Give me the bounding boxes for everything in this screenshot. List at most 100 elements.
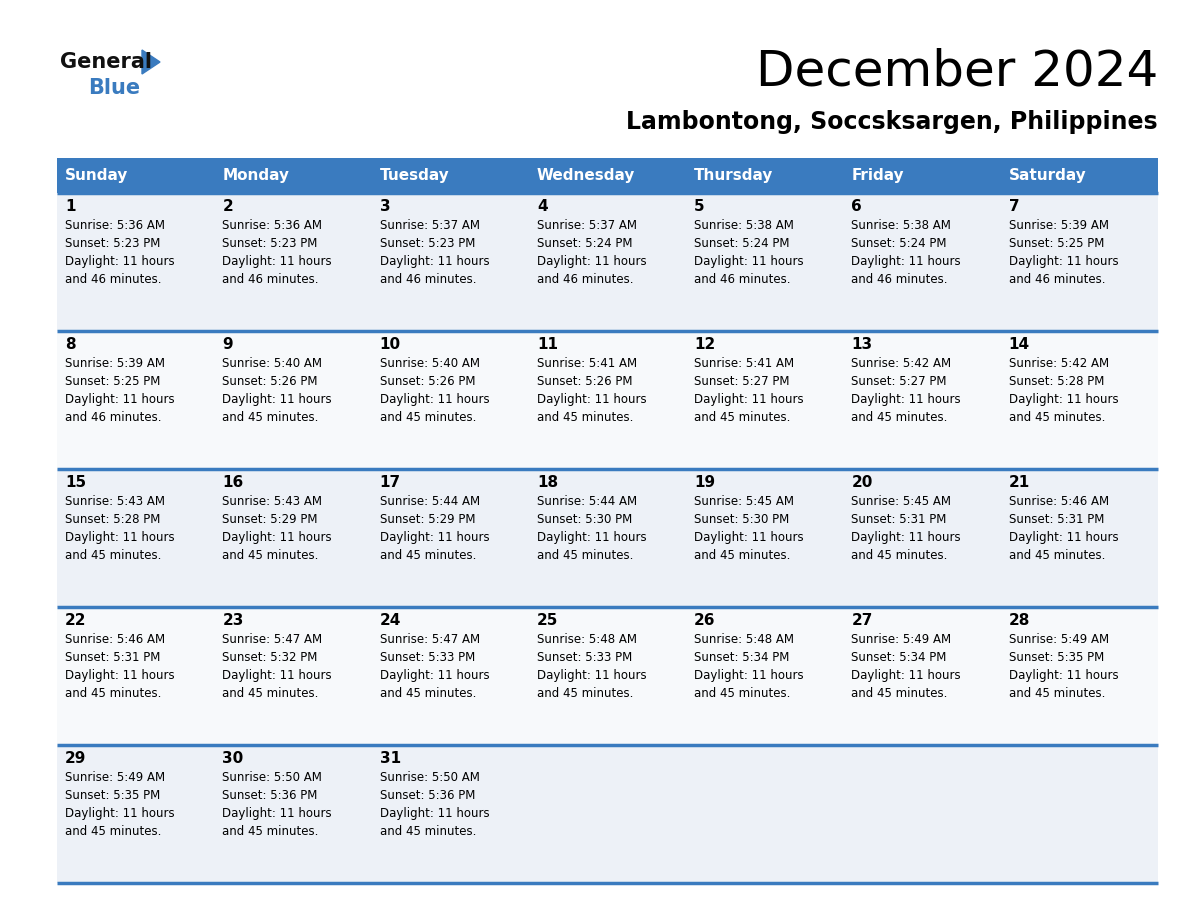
Text: 5: 5 (694, 199, 704, 214)
Text: December 2024: December 2024 (756, 48, 1158, 96)
Text: Daylight: 11 hours: Daylight: 11 hours (537, 669, 646, 682)
Text: and 45 minutes.: and 45 minutes. (852, 687, 948, 700)
Bar (687, 745, 843, 883)
Text: Daylight: 11 hours: Daylight: 11 hours (537, 531, 646, 544)
Bar (843, 469, 1000, 607)
Text: Daylight: 11 hours: Daylight: 11 hours (65, 669, 175, 682)
Text: and 45 minutes.: and 45 minutes. (222, 687, 318, 700)
Bar (1000, 607, 1158, 745)
Text: Sunrise: 5:42 AM: Sunrise: 5:42 AM (1009, 357, 1108, 370)
Text: and 45 minutes.: and 45 minutes. (537, 687, 633, 700)
Text: Daylight: 11 hours: Daylight: 11 hours (1009, 669, 1118, 682)
Text: 4: 4 (537, 199, 548, 214)
Text: and 45 minutes.: and 45 minutes. (852, 411, 948, 424)
Text: 17: 17 (380, 475, 400, 490)
Text: 6: 6 (852, 199, 862, 214)
Text: 7: 7 (1009, 199, 1019, 214)
Text: Daylight: 11 hours: Daylight: 11 hours (65, 531, 175, 544)
Bar (372, 331, 529, 469)
Text: 13: 13 (852, 337, 872, 352)
Text: Daylight: 11 hours: Daylight: 11 hours (694, 393, 804, 406)
Text: Sunset: 5:30 PM: Sunset: 5:30 PM (694, 513, 789, 526)
Text: Sunset: 5:27 PM: Sunset: 5:27 PM (852, 375, 947, 388)
Text: Sunset: 5:29 PM: Sunset: 5:29 PM (380, 513, 475, 526)
Text: General: General (61, 52, 152, 72)
Bar (57, 158, 214, 193)
Text: 28: 28 (1009, 613, 1030, 628)
Text: Sunrise: 5:43 AM: Sunrise: 5:43 AM (222, 495, 322, 508)
Text: Sunrise: 5:40 AM: Sunrise: 5:40 AM (380, 357, 480, 370)
Text: and 45 minutes.: and 45 minutes. (380, 411, 476, 424)
Text: Sunset: 5:26 PM: Sunset: 5:26 PM (222, 375, 317, 388)
Text: 11: 11 (537, 337, 558, 352)
Bar (529, 607, 687, 745)
Text: Daylight: 11 hours: Daylight: 11 hours (380, 669, 489, 682)
Bar (57, 469, 214, 607)
Bar (214, 331, 372, 469)
Text: Sunrise: 5:40 AM: Sunrise: 5:40 AM (222, 357, 322, 370)
Text: Daylight: 11 hours: Daylight: 11 hours (1009, 531, 1118, 544)
Text: Sunset: 5:35 PM: Sunset: 5:35 PM (1009, 651, 1104, 664)
Text: 9: 9 (222, 337, 233, 352)
Text: Daylight: 11 hours: Daylight: 11 hours (694, 531, 804, 544)
Text: Daylight: 11 hours: Daylight: 11 hours (380, 255, 489, 268)
Text: Sunrise: 5:48 AM: Sunrise: 5:48 AM (694, 633, 794, 646)
Text: 12: 12 (694, 337, 715, 352)
Text: 24: 24 (380, 613, 400, 628)
Text: Wednesday: Wednesday (537, 168, 636, 183)
Text: 14: 14 (1009, 337, 1030, 352)
Text: Sunset: 5:30 PM: Sunset: 5:30 PM (537, 513, 632, 526)
Bar (843, 745, 1000, 883)
Text: Sunset: 5:34 PM: Sunset: 5:34 PM (852, 651, 947, 664)
Bar (57, 331, 214, 469)
Text: 19: 19 (694, 475, 715, 490)
Text: Sunset: 5:24 PM: Sunset: 5:24 PM (694, 237, 790, 250)
Text: and 45 minutes.: and 45 minutes. (1009, 549, 1105, 562)
Text: Sunset: 5:23 PM: Sunset: 5:23 PM (65, 237, 160, 250)
Text: and 46 minutes.: and 46 minutes. (65, 411, 162, 424)
Bar (214, 607, 372, 745)
Text: and 46 minutes.: and 46 minutes. (537, 273, 633, 286)
Text: Sunrise: 5:44 AM: Sunrise: 5:44 AM (537, 495, 637, 508)
Text: Sunset: 5:36 PM: Sunset: 5:36 PM (380, 789, 475, 802)
Text: and 45 minutes.: and 45 minutes. (65, 549, 162, 562)
Bar (214, 193, 372, 331)
Text: Sunrise: 5:50 AM: Sunrise: 5:50 AM (380, 771, 480, 784)
Bar (372, 745, 529, 883)
Text: and 45 minutes.: and 45 minutes. (537, 411, 633, 424)
Text: Daylight: 11 hours: Daylight: 11 hours (1009, 393, 1118, 406)
Text: and 45 minutes.: and 45 minutes. (380, 825, 476, 838)
Text: Sunrise: 5:38 AM: Sunrise: 5:38 AM (852, 219, 952, 232)
Text: Monday: Monday (222, 168, 290, 183)
Bar (372, 158, 529, 193)
Bar (1000, 193, 1158, 331)
Bar (843, 331, 1000, 469)
Text: Sunset: 5:25 PM: Sunset: 5:25 PM (1009, 237, 1104, 250)
Text: Daylight: 11 hours: Daylight: 11 hours (222, 393, 331, 406)
Text: Sunrise: 5:44 AM: Sunrise: 5:44 AM (380, 495, 480, 508)
Bar (687, 331, 843, 469)
Text: Sunset: 5:33 PM: Sunset: 5:33 PM (537, 651, 632, 664)
Polygon shape (143, 50, 160, 74)
Text: Sunrise: 5:42 AM: Sunrise: 5:42 AM (852, 357, 952, 370)
Text: and 45 minutes.: and 45 minutes. (380, 687, 476, 700)
Bar (57, 745, 214, 883)
Text: 18: 18 (537, 475, 558, 490)
Text: Sunset: 5:36 PM: Sunset: 5:36 PM (222, 789, 317, 802)
Text: Sunset: 5:31 PM: Sunset: 5:31 PM (1009, 513, 1104, 526)
Text: and 45 minutes.: and 45 minutes. (694, 687, 790, 700)
Text: and 46 minutes.: and 46 minutes. (852, 273, 948, 286)
Text: and 45 minutes.: and 45 minutes. (380, 549, 476, 562)
Text: 29: 29 (65, 751, 87, 766)
Text: 10: 10 (380, 337, 400, 352)
Text: Sunrise: 5:46 AM: Sunrise: 5:46 AM (65, 633, 165, 646)
Bar (372, 193, 529, 331)
Bar (372, 607, 529, 745)
Text: Daylight: 11 hours: Daylight: 11 hours (380, 393, 489, 406)
Text: 23: 23 (222, 613, 244, 628)
Text: Sunrise: 5:38 AM: Sunrise: 5:38 AM (694, 219, 794, 232)
Text: and 45 minutes.: and 45 minutes. (694, 411, 790, 424)
Text: and 46 minutes.: and 46 minutes. (222, 273, 318, 286)
Text: Sunrise: 5:37 AM: Sunrise: 5:37 AM (380, 219, 480, 232)
Text: Sunset: 5:33 PM: Sunset: 5:33 PM (380, 651, 475, 664)
